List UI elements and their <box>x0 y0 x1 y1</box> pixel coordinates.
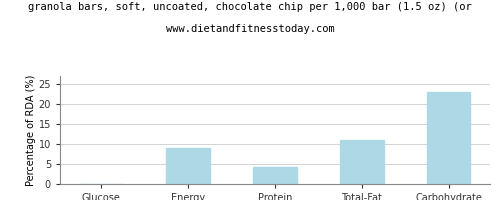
Text: granola bars, soft, uncoated, chocolate chip per 1,000 bar (1.5 oz) (or: granola bars, soft, uncoated, chocolate … <box>28 2 472 12</box>
Text: www.dietandfitnesstoday.com: www.dietandfitnesstoday.com <box>166 24 334 34</box>
Bar <box>254 167 296 184</box>
Bar <box>340 140 384 184</box>
Y-axis label: Percentage of RDA (%): Percentage of RDA (%) <box>26 74 36 186</box>
Bar <box>427 92 470 184</box>
Bar <box>166 148 210 184</box>
